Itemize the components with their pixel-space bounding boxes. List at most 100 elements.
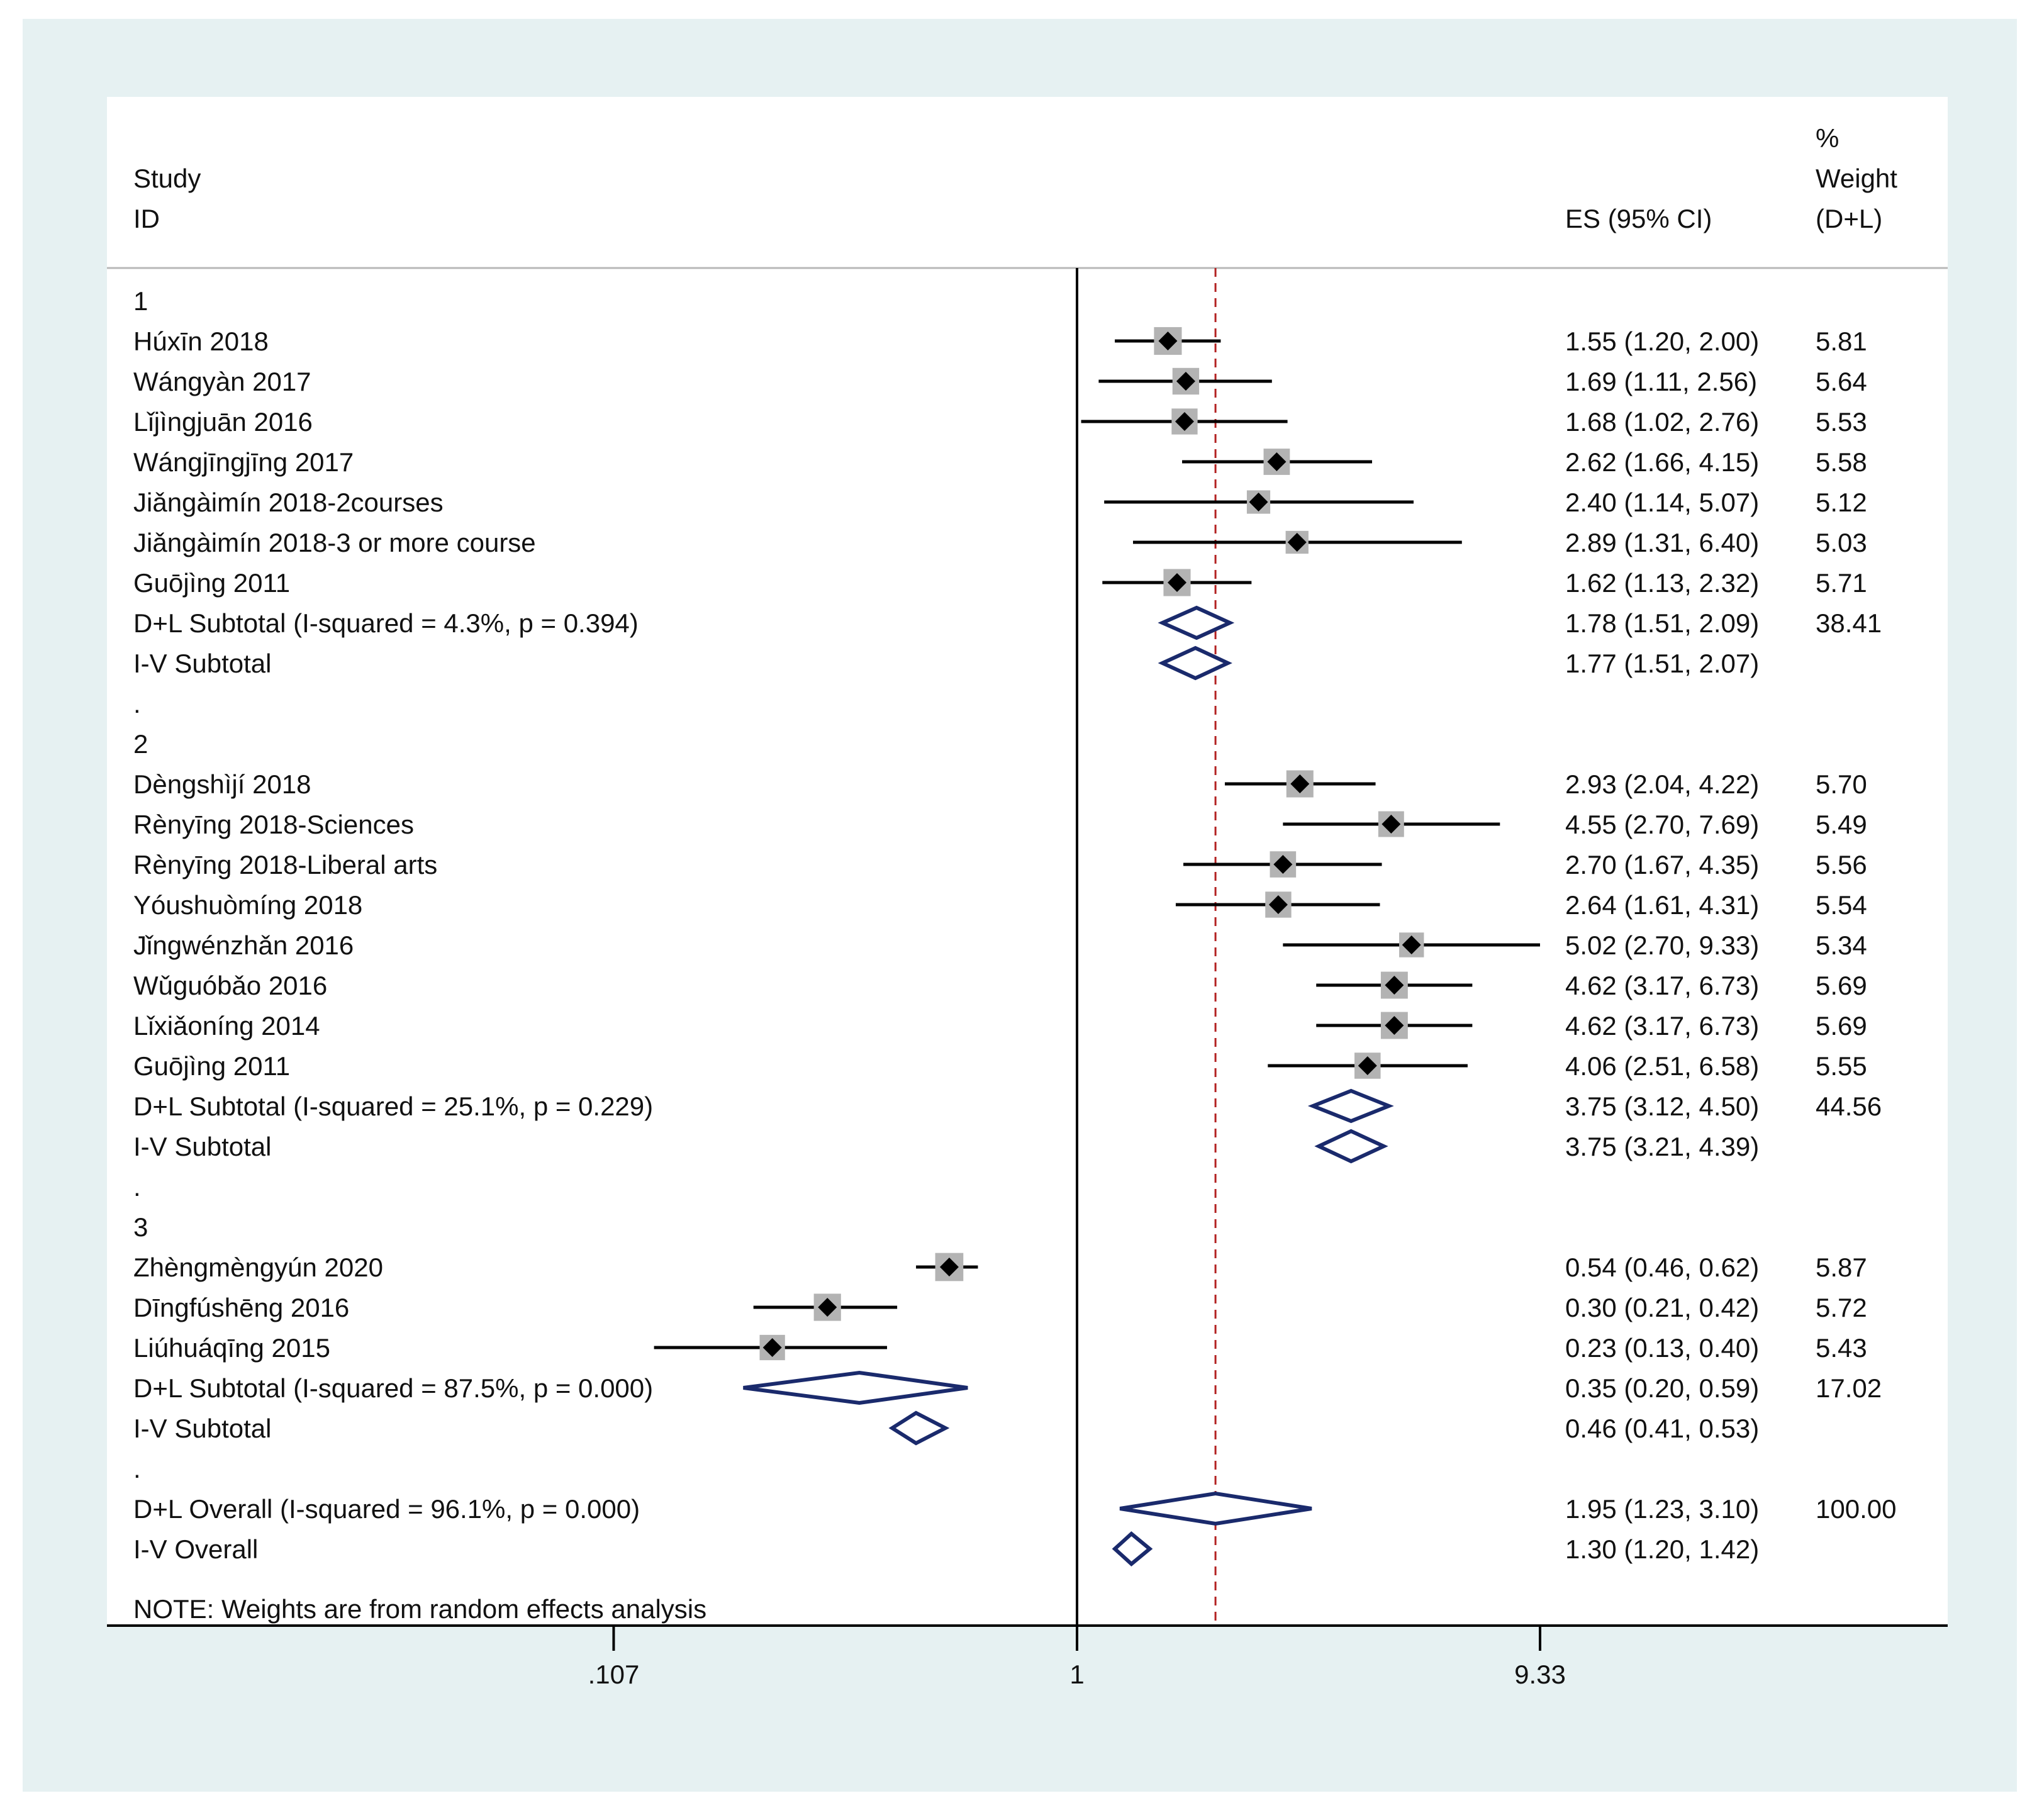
row-label: I-V Overall xyxy=(133,1534,258,1564)
row-ci-text: 5.02 (2.70, 9.33) xyxy=(1565,930,1759,960)
pooled-estimate-diamond xyxy=(1314,1129,1388,1164)
point-estimate-marker xyxy=(1385,1016,1404,1035)
row-ci-text: 2.62 (1.66, 4.15) xyxy=(1565,447,1759,477)
header-es-label: ES (95% CI) xyxy=(1565,204,1712,233)
row-ci-text: 1.77 (1.51, 2.07) xyxy=(1565,649,1759,678)
row-label: Jiǎngàimín 2018-2courses xyxy=(133,488,444,517)
row-ci-text: 1.69 (1.11, 2.56) xyxy=(1565,367,1757,396)
point-estimate-marker xyxy=(1287,533,1307,552)
header-study-label: Study xyxy=(133,164,201,193)
x-axis-ticks: .107 1 9.33 xyxy=(588,1626,1566,1689)
row-weight: 5.71 xyxy=(1816,568,1867,598)
row-weight: 5.81 xyxy=(1816,327,1867,356)
row-ci-text: 1.68 (1.02, 2.76) xyxy=(1565,407,1759,437)
row-label: D+L Subtotal (I-squared = 87.5%, p = 0.0… xyxy=(133,1373,653,1403)
row-label: Húxīn 2018 xyxy=(133,327,269,356)
row-weight: 5.64 xyxy=(1816,367,1867,396)
pooled-estimate-diamond xyxy=(888,1410,950,1446)
point-estimate-marker xyxy=(1176,372,1195,391)
row-label: Zhèngmèngyún 2020 xyxy=(133,1253,383,1282)
row-label: I-V Subtotal xyxy=(133,1132,271,1161)
point-estimate-marker xyxy=(939,1258,959,1276)
row-weight: 17.02 xyxy=(1816,1373,1882,1403)
row-ci-text: 0.30 (0.21, 0.42) xyxy=(1565,1293,1759,1322)
row-ci-text: 1.78 (1.51, 2.09) xyxy=(1565,608,1759,638)
header-id-label: ID xyxy=(133,204,160,233)
row-label: Lǐjìngjuān 2016 xyxy=(133,407,313,437)
row-label: I-V Subtotal xyxy=(133,649,271,678)
row-ci-text: 4.06 (2.51, 6.58) xyxy=(1565,1051,1759,1081)
row-weight: 5.56 xyxy=(1816,850,1867,879)
header-weight-percent: % xyxy=(1816,123,1839,153)
row-label: Wǔguóbǎo 2016 xyxy=(133,971,327,1000)
row-weight: 5.43 xyxy=(1816,1333,1867,1363)
row-label: Jǐngwénzhǎn 2016 xyxy=(133,930,354,960)
row-weight: 5.03 xyxy=(1816,528,1867,557)
row-label: 1 xyxy=(133,286,148,316)
point-estimate-marker xyxy=(1358,1056,1377,1075)
point-estimate-marker xyxy=(1167,573,1186,592)
row-weight: 5.12 xyxy=(1816,488,1867,517)
pooled-estimate-diamond xyxy=(1119,1491,1312,1526)
row-label: Rènyīng 2018-Liberal arts xyxy=(133,850,437,879)
row-ci-text: 3.75 (3.21, 4.39) xyxy=(1565,1132,1759,1161)
row-ci-text: 4.62 (3.17, 6.73) xyxy=(1565,1011,1759,1041)
row-ci-text: 2.64 (1.61, 4.31) xyxy=(1565,890,1759,920)
forest-marks xyxy=(654,327,1540,1566)
row-weight: 5.55 xyxy=(1816,1051,1867,1081)
row-label: Dèngshìjí 2018 xyxy=(133,769,311,799)
row-weight: 5.70 xyxy=(1816,769,1867,799)
row-ci-text: 0.54 (0.46, 0.62) xyxy=(1565,1253,1759,1282)
row-label: Jiǎngàimín 2018-3 or more course xyxy=(133,528,536,557)
row-weight: 5.69 xyxy=(1816,971,1867,1000)
row-label: Guōjìng 2011 xyxy=(133,568,290,598)
row-ci-text: 1.55 (1.20, 2.00) xyxy=(1565,327,1759,356)
row-weight: 100.00 xyxy=(1816,1494,1896,1524)
pooled-estimate-diamond xyxy=(743,1370,968,1405)
point-estimate-marker xyxy=(762,1338,782,1357)
row-ci-text: 0.23 (0.13, 0.40) xyxy=(1565,1333,1759,1363)
row-ci-text: 3.75 (3.12, 4.50) xyxy=(1565,1091,1759,1121)
row-weight: 44.56 xyxy=(1816,1091,1882,1121)
row-label: Yóushuòmíng 2018 xyxy=(133,890,362,920)
row-label: Wángyàn 2017 xyxy=(133,367,311,396)
point-estimate-marker xyxy=(1268,895,1288,914)
row-weight: 5.87 xyxy=(1816,1253,1867,1282)
plot-region-background xyxy=(107,97,1948,1624)
row-label: D+L Subtotal (I-squared = 4.3%, p = 0.39… xyxy=(133,608,639,638)
row-label: D+L Subtotal (I-squared = 25.1%, p = 0.2… xyxy=(133,1091,653,1121)
row-weight: 5.69 xyxy=(1816,1011,1867,1041)
column-header: Study ID ES (95% CI) % Weight (D+L) xyxy=(133,123,1897,233)
row-label: Liúhuáqīng 2015 xyxy=(133,1333,330,1363)
row-ci-text: 4.62 (3.17, 6.73) xyxy=(1565,971,1759,1000)
x-axis-tick-label: .107 xyxy=(588,1660,640,1689)
row-label: . xyxy=(133,689,141,718)
row-label: Dīngfúshēng 2016 xyxy=(133,1293,349,1322)
row-label: . xyxy=(133,1172,141,1202)
x-axis-tick-label: 1 xyxy=(1069,1660,1084,1689)
row-label: Lǐxiǎoníng 2014 xyxy=(133,1011,320,1041)
row-ci-text: 0.46 (0.41, 0.53) xyxy=(1565,1414,1759,1443)
row-ci-text: 2.93 (2.04, 4.22) xyxy=(1565,769,1759,799)
row-label: . xyxy=(133,1454,141,1483)
header-weight-method: (D+L) xyxy=(1816,204,1882,233)
row-weight: 38.41 xyxy=(1816,608,1882,638)
row-weight: 5.49 xyxy=(1816,810,1867,839)
row-label: 2 xyxy=(133,729,148,759)
point-estimate-marker xyxy=(1175,412,1194,431)
point-estimate-marker xyxy=(1290,774,1310,793)
point-estimate-marker xyxy=(1402,935,1421,954)
row-weight: 5.53 xyxy=(1816,407,1867,437)
point-estimate-marker xyxy=(1382,815,1401,834)
row-weight: 5.58 xyxy=(1816,447,1867,477)
row-label: Wángjīngjīng 2017 xyxy=(133,447,354,477)
point-estimate-marker xyxy=(1385,976,1404,995)
pooled-estimate-diamond xyxy=(1307,1088,1394,1124)
header-weight-label: Weight xyxy=(1816,164,1897,193)
point-estimate-marker xyxy=(1267,452,1287,471)
point-estimate-marker xyxy=(818,1298,837,1317)
point-estimate-marker xyxy=(1273,855,1293,874)
pooled-estimate-diamond xyxy=(1158,605,1235,640)
